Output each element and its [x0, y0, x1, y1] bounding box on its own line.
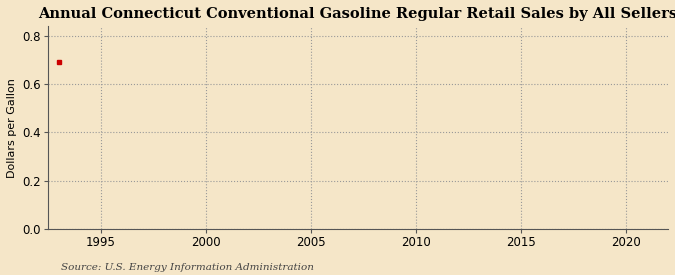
Text: Source: U.S. Energy Information Administration: Source: U.S. Energy Information Administ…	[61, 263, 314, 272]
Y-axis label: Dollars per Gallon: Dollars per Gallon	[7, 78, 17, 177]
Title: Annual Connecticut Conventional Gasoline Regular Retail Sales by All Sellers: Annual Connecticut Conventional Gasoline…	[38, 7, 675, 21]
